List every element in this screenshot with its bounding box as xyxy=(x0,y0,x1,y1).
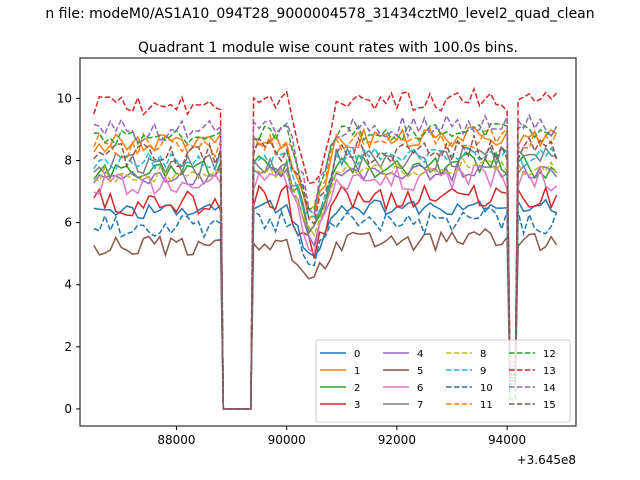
series-line-15 xyxy=(93,135,558,410)
series-line-1 xyxy=(93,126,558,410)
legend-item-6: 6 xyxy=(383,383,423,394)
y-tick-label: 4 xyxy=(64,278,72,292)
legend-label: 11 xyxy=(480,400,493,411)
legend-label: 2 xyxy=(354,383,360,394)
chart-title: Quadrant 1 module wise count rates with … xyxy=(138,40,518,56)
figure-suptitle: n file: modeM0/AS1A10_094T28_9000004578_… xyxy=(45,6,594,22)
y-tick-label: 10 xyxy=(57,91,72,105)
series-line-12 xyxy=(93,123,558,410)
series-line-4 xyxy=(93,160,558,410)
legend-item-4: 4 xyxy=(383,349,423,360)
legend-label: 7 xyxy=(417,400,423,411)
x-tick-label: 90000 xyxy=(268,433,306,447)
legend-label: 6 xyxy=(417,383,423,394)
legend-item-10: 10 xyxy=(446,383,493,394)
series-line-5 xyxy=(93,227,558,410)
y-tick-label: 0 xyxy=(64,402,72,416)
series-line-11 xyxy=(93,127,558,410)
legend-item-15: 15 xyxy=(509,400,556,411)
x-tick-label: 92000 xyxy=(378,433,416,447)
legend-item-3: 3 xyxy=(320,400,360,411)
series-line-9 xyxy=(93,146,558,410)
legend-label: 8 xyxy=(480,349,486,360)
legend-label: 14 xyxy=(543,383,556,394)
legend-item-2: 2 xyxy=(320,383,360,394)
legend-item-13: 13 xyxy=(509,366,556,377)
series-layer xyxy=(93,86,558,410)
legend-label: 0 xyxy=(354,349,360,360)
legend-label: 5 xyxy=(417,366,423,377)
legend-item-11: 11 xyxy=(446,400,493,411)
series-line-3 xyxy=(93,183,558,410)
y-tick-label: 2 xyxy=(64,340,72,354)
y-axis: 0 2 4 6 8 10 xyxy=(57,91,80,416)
series-line-6 xyxy=(93,164,558,410)
legend-item-1: 1 xyxy=(320,366,360,377)
series-line-14 xyxy=(93,113,558,410)
axes-frame xyxy=(79,57,577,427)
x-axis-offset-label: +3.645e8 xyxy=(517,453,576,467)
y-tick-label: 8 xyxy=(64,153,72,167)
series-line-7 xyxy=(93,145,557,410)
legend-label: 12 xyxy=(543,349,556,360)
legend-item-12: 12 xyxy=(509,349,556,360)
legend-label: 15 xyxy=(543,400,556,411)
legend-item-5: 5 xyxy=(383,366,423,377)
legend-label: 13 xyxy=(543,366,556,377)
series-line-13 xyxy=(93,86,558,410)
y-tick-label: 6 xyxy=(64,216,72,230)
series-line-10 xyxy=(93,207,558,410)
x-axis: 88000 90000 92000 94000 xyxy=(157,426,526,447)
legend-item-7: 7 xyxy=(383,400,423,411)
x-tick-label: 88000 xyxy=(157,433,195,447)
legend-item-0: 0 xyxy=(320,349,360,360)
legend-item-8: 8 xyxy=(446,349,486,360)
legend-label: 10 xyxy=(480,383,493,394)
legend-item-14: 14 xyxy=(509,383,556,394)
x-tick-label: 94000 xyxy=(488,433,526,447)
legend-frame xyxy=(315,339,571,423)
series-line-8 xyxy=(93,157,558,410)
legend-label: 1 xyxy=(354,366,360,377)
legend-label: 3 xyxy=(354,400,360,411)
legend-label: 4 xyxy=(417,349,423,360)
legend-item-9: 9 xyxy=(446,366,486,377)
legend-label: 9 xyxy=(480,366,486,377)
